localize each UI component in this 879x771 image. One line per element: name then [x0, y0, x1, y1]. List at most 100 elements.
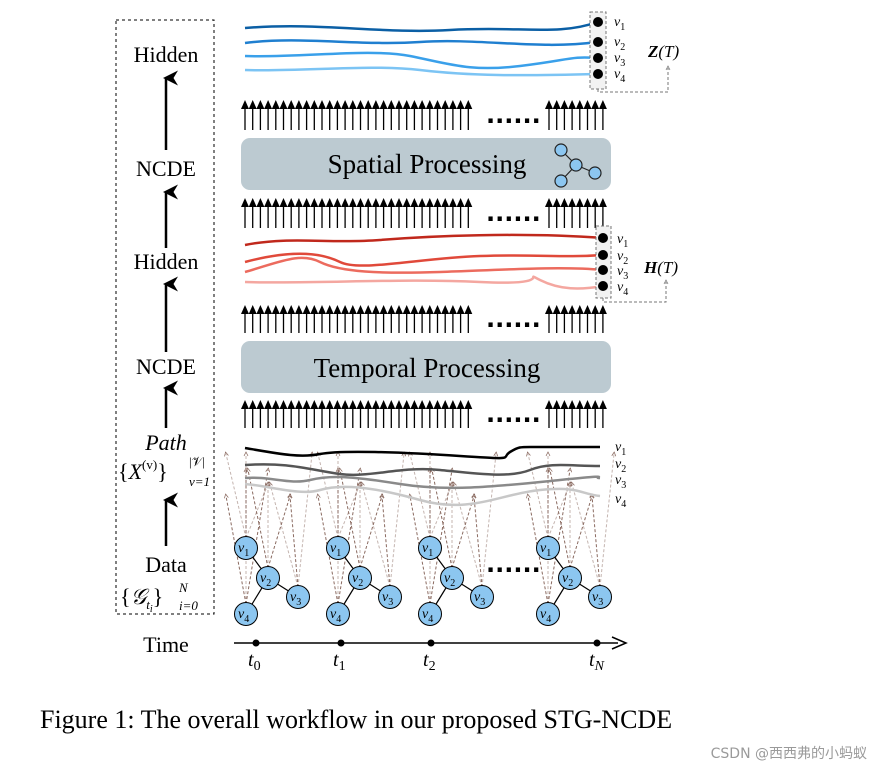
update-arrowhead — [279, 400, 288, 409]
update-arrowhead — [279, 198, 288, 207]
update-arrowhead — [279, 100, 288, 109]
update-arrowhead — [456, 305, 465, 314]
update-arrowhead — [598, 305, 607, 314]
interpolation-arrow — [528, 496, 549, 605]
update-arrowhead — [464, 100, 473, 109]
graph-node-label: v2 — [352, 571, 363, 589]
graph-node — [440, 566, 464, 590]
update-arrowhead — [364, 198, 373, 207]
interpolation-arrow — [318, 454, 339, 539]
z-trajectory-v3 — [244, 51, 598, 70]
hidden-h-trajectories — [244, 233, 604, 290]
graph-node-label: v2 — [562, 571, 573, 589]
update-arrowhead — [552, 305, 561, 314]
update-arrowhead — [545, 305, 553, 314]
z-trajectory-v1 — [244, 20, 598, 33]
graph-node — [286, 585, 310, 609]
update-arrowhead — [333, 198, 342, 207]
graph-node — [256, 566, 280, 590]
update-arrowhead — [464, 305, 473, 314]
update-arrowhead — [271, 100, 280, 109]
update-arrowhead — [294, 305, 303, 314]
hidden-z-trajectories — [244, 20, 598, 77]
update-arrowhead — [325, 305, 334, 314]
update-arrowhead — [318, 100, 326, 109]
h-vertex-label: v2 — [617, 249, 628, 267]
update-arrowhead — [287, 100, 296, 109]
interpolation-arrow — [410, 454, 431, 539]
interpolation-arrow — [318, 496, 339, 605]
update-arrowhead — [568, 198, 577, 207]
z-vertex-label: v3 — [614, 51, 625, 69]
graph-node-label: v4 — [540, 607, 551, 625]
update-arrowhead — [287, 400, 296, 409]
path-trajectory-v3 — [244, 475, 601, 490]
path-vertex-label: v4 — [615, 492, 626, 510]
path-trajectory-v4 — [244, 482, 601, 507]
update-arrowhead — [302, 305, 311, 314]
ellipsis: ...... — [486, 305, 541, 333]
interpolation-arrow — [572, 484, 601, 588]
interpolation-arrow — [429, 484, 452, 539]
update-arrowhead — [364, 100, 373, 109]
z-vertex-label: v2 — [614, 35, 625, 53]
time-label: Time — [143, 632, 189, 657]
update-arrowhead — [318, 400, 326, 409]
update-arrowhead — [395, 400, 403, 409]
interpolation-arrow — [340, 470, 361, 569]
graph-node-label: v1 — [330, 541, 341, 559]
update-arrowhead — [583, 100, 592, 109]
temporal-processing-label: Temporal Processing — [314, 353, 541, 383]
h-dashed-connector — [602, 282, 666, 303]
graph-node — [536, 602, 560, 626]
update-arrowhead — [302, 198, 311, 207]
interpolation-arrow — [337, 484, 360, 539]
update-arrowhead — [256, 198, 265, 207]
graph-snapshot: v1 v2 v3 v4 — [418, 536, 494, 626]
update-arrowhead — [294, 100, 303, 109]
interpolation-arrow — [389, 454, 404, 588]
stage-ncde-bottom: NCDE — [136, 354, 196, 379]
time-tick — [593, 639, 601, 647]
stage-ncde-top: NCDE — [136, 156, 196, 181]
update-arrowhead — [241, 100, 249, 109]
update-arrowhead — [341, 198, 350, 207]
update-arrowhead — [448, 100, 457, 109]
z-state-label: Z(T) — [647, 42, 680, 61]
update-arrowhead — [248, 305, 257, 314]
update-arrowhead — [294, 400, 303, 409]
update-arrowhead — [552, 400, 561, 409]
update-arrowhead — [379, 198, 388, 207]
update-arrowhead — [264, 198, 273, 207]
path-trajectory-v1 — [244, 445, 600, 460]
graph-icon — [554, 143, 602, 188]
spatial-processing-label: Spatial Processing — [328, 149, 527, 179]
graph-node — [326, 602, 350, 626]
update-arrowhead — [371, 400, 380, 409]
update-arrowhead — [256, 100, 265, 109]
update-arrowhead — [448, 400, 457, 409]
stage-hidden-mid: Hidden — [134, 249, 199, 274]
path-trajectories — [244, 445, 601, 507]
update-arrowhead — [448, 305, 457, 314]
update-arrowhead — [456, 198, 465, 207]
time-axis-arrowhead — [611, 636, 628, 650]
update-arrowhead — [325, 198, 334, 207]
stage-hidden-top: Hidden — [134, 42, 199, 67]
update-arrowhead — [333, 400, 342, 409]
interpolation-arrow — [359, 496, 382, 569]
update-arrowhead — [241, 400, 249, 409]
graph-node-label: v3 — [474, 590, 485, 608]
update-arrowhead — [310, 400, 319, 409]
update-arrowhead — [425, 198, 434, 207]
update-arrowhead — [356, 400, 365, 409]
path-set-notation: {X(v)} |𝒱| v=1 — [118, 454, 210, 489]
update-arrowhead — [248, 400, 257, 409]
update-arrowhead — [387, 100, 396, 109]
update-arrowhead — [348, 400, 357, 409]
update-arrowhead — [302, 400, 311, 409]
update-arrowhead — [356, 100, 365, 109]
